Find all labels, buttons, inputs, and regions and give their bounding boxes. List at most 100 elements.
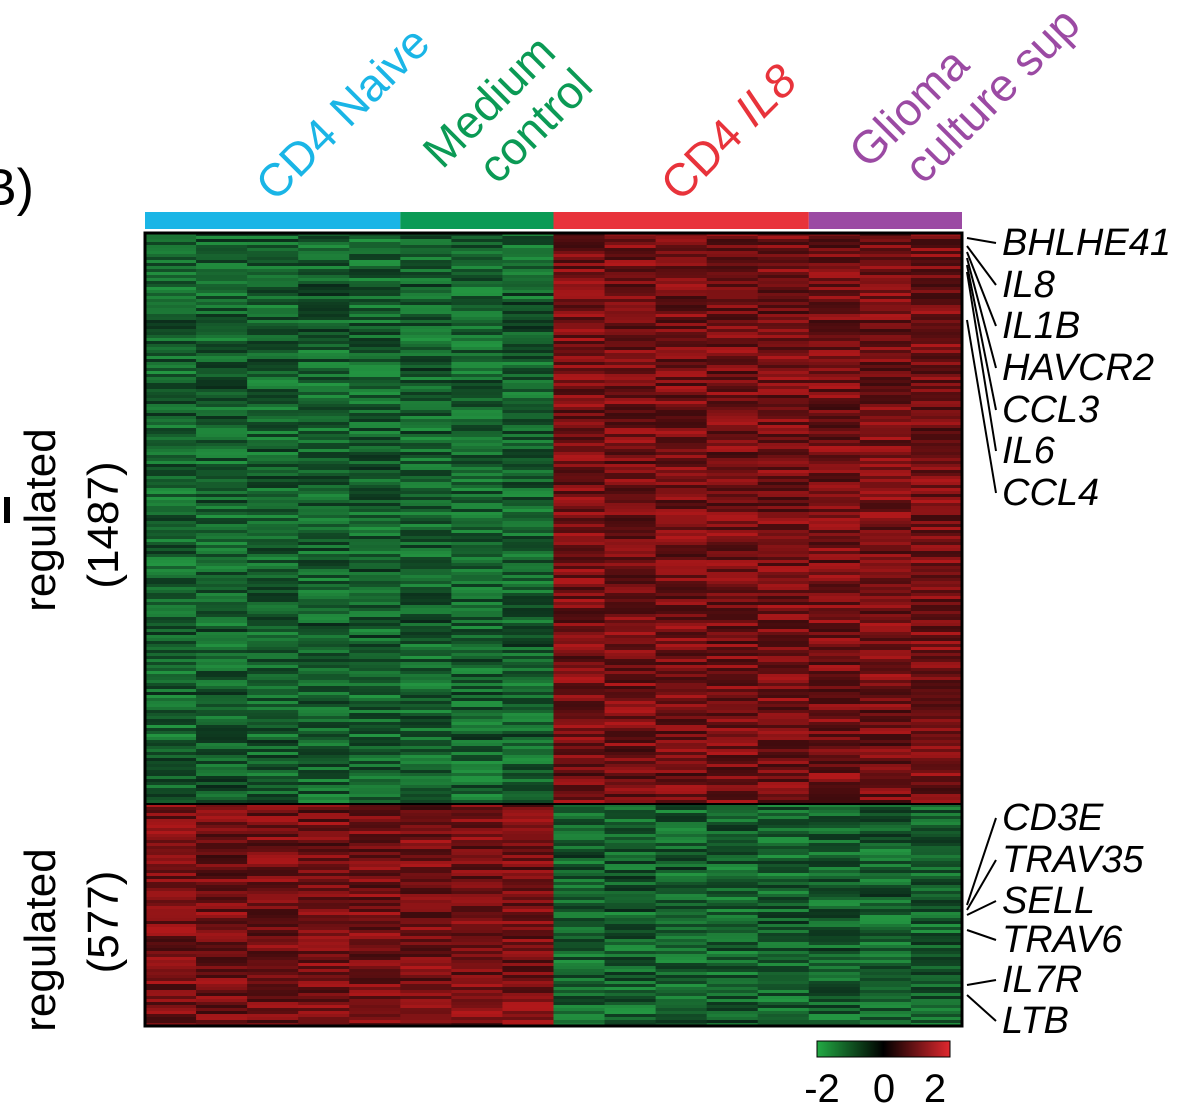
heatmap-cell (451, 263, 504, 267)
heatmap-cell (808, 515, 861, 519)
heatmap-cell (757, 891, 810, 895)
heatmap-cell (553, 882, 606, 886)
heatmap-cell (808, 825, 861, 829)
heatmap-cell (706, 1011, 759, 1015)
heatmap-cell (604, 891, 657, 895)
heatmap-cell (808, 638, 861, 642)
heatmap-cell (400, 909, 452, 913)
heatmap-cell (859, 794, 912, 798)
heatmap-cell (502, 251, 555, 255)
heatmap-cell (808, 251, 861, 255)
heatmap-cell (655, 1011, 708, 1015)
heatmap-cell (706, 404, 759, 408)
heatmap-cell (196, 861, 248, 865)
heatmap-cell (145, 491, 197, 495)
heatmap-cell (757, 698, 810, 702)
heatmap-cell (196, 413, 248, 417)
heatmap-cell (451, 530, 504, 534)
heatmap-cell (298, 521, 350, 525)
heatmap-cell (196, 551, 248, 555)
heatmap-cell (502, 797, 555, 801)
heatmap-cell (451, 665, 504, 669)
heatmap-cell (349, 239, 401, 243)
heatmap-cell (247, 377, 299, 381)
heatmap-cell (808, 407, 861, 411)
heatmap-cell (808, 644, 861, 648)
heatmap-cell (247, 734, 299, 738)
heatmap-cell (196, 834, 248, 838)
heatmap-cell (808, 704, 861, 708)
heatmap-cell (298, 413, 350, 417)
heatmap-cell (808, 500, 861, 504)
heatmap-cell (808, 761, 861, 765)
heatmap-cell (808, 239, 861, 243)
heatmap-cell (757, 293, 810, 297)
heatmap-cell (298, 761, 350, 765)
heatmap-cell (502, 942, 555, 946)
heatmap-cell (706, 485, 759, 489)
heatmap-cell (502, 779, 555, 783)
heatmap-cell (859, 518, 912, 522)
heatmap-cell (859, 623, 912, 627)
heatmap-cell (553, 440, 606, 444)
heatmap-cell (502, 440, 555, 444)
heatmap-cell (655, 233, 708, 237)
heatmap-cell (655, 584, 708, 588)
heatmap-cell (604, 797, 657, 801)
heatmap-cell (400, 578, 452, 582)
heatmap-cell (859, 921, 912, 925)
heatmap-cell (145, 542, 197, 546)
heatmap-cell (451, 773, 504, 777)
heatmap-cell (910, 954, 963, 958)
gene-label-havcr2: HAVCR2 (1002, 347, 1154, 389)
heatmap-cell (655, 849, 708, 853)
gene-label-il1b: IL1B (1002, 305, 1080, 347)
heatmap-cell (298, 404, 350, 408)
heatmap-cell (349, 647, 401, 651)
heatmap-cell (553, 867, 606, 871)
heatmap-cell (757, 918, 810, 922)
heatmap-cell (298, 957, 350, 961)
heatmap-cell (808, 816, 861, 820)
heatmap-cell (655, 779, 708, 783)
heatmap-cell (706, 479, 759, 483)
heatmap-cell (502, 665, 555, 669)
heatmap-cell (502, 849, 555, 853)
heatmap-cell (910, 260, 963, 264)
heatmap-cell (655, 509, 708, 513)
heatmap-cell (502, 290, 555, 294)
heatmap-cell (655, 837, 708, 841)
heatmap-cell (145, 746, 197, 750)
heatmap-cell (400, 894, 452, 898)
heatmap-cell (298, 776, 350, 780)
heatmap-cell (655, 918, 708, 922)
heatmap-cell (400, 341, 452, 345)
heatmap-cell (553, 251, 606, 255)
gene-callout-line (966, 994, 997, 1022)
heatmap-cell (604, 251, 657, 255)
heatmap-cell (247, 638, 299, 642)
heatmap-cell (247, 776, 299, 780)
heatmap-cell (604, 515, 657, 519)
heatmap-cell (808, 401, 861, 405)
heatmap-cell (502, 485, 555, 489)
heatmap-cell (604, 593, 657, 597)
heatmap-cell (400, 449, 452, 453)
heatmap-cell (910, 831, 963, 835)
heatmap-cell (604, 960, 657, 964)
heatmap-cell (247, 816, 299, 820)
heatmap-cell (859, 758, 912, 762)
heatmap-cell (910, 287, 963, 291)
heatmap-cell (655, 242, 708, 246)
heatmap-cell (604, 416, 657, 420)
heatmap-cell (502, 236, 555, 240)
heatmap-cell (859, 849, 912, 853)
heatmap-cell (196, 473, 248, 477)
heatmap-cell (655, 650, 708, 654)
heatmap-cell (349, 449, 401, 453)
heatmap-cell (604, 392, 657, 396)
heatmap-cell (757, 578, 810, 582)
heatmap-cell (298, 599, 350, 603)
heatmap-cell (298, 861, 350, 865)
heatmap-cell (298, 611, 350, 615)
